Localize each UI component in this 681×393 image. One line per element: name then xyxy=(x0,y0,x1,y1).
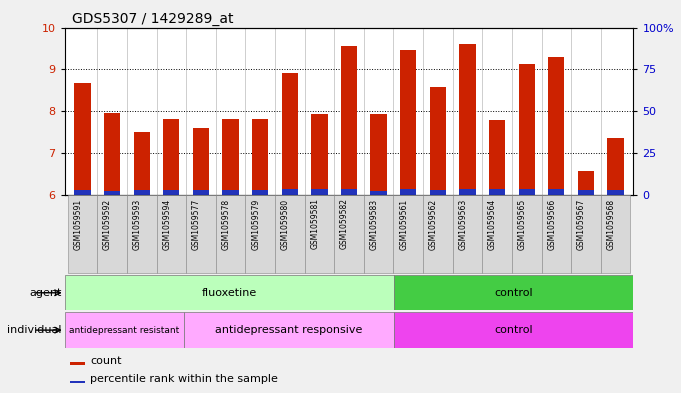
Text: GSM1059564: GSM1059564 xyxy=(488,198,497,250)
Bar xyxy=(394,275,633,310)
Text: antidepressant resistant: antidepressant resistant xyxy=(69,326,180,334)
Bar xyxy=(65,275,394,310)
Text: percentile rank within the sample: percentile rank within the sample xyxy=(91,374,278,384)
Bar xyxy=(370,191,387,195)
Bar xyxy=(133,132,150,195)
Bar xyxy=(311,189,328,195)
Text: GSM1059565: GSM1059565 xyxy=(518,198,526,250)
Bar xyxy=(394,195,423,273)
Bar xyxy=(275,195,304,273)
Bar xyxy=(223,190,239,195)
Text: GSM1059577: GSM1059577 xyxy=(192,198,201,250)
Text: count: count xyxy=(91,356,122,366)
Bar xyxy=(364,195,394,273)
Text: GSM1059582: GSM1059582 xyxy=(340,198,349,250)
Bar xyxy=(74,83,91,195)
Text: GSM1059581: GSM1059581 xyxy=(311,198,319,250)
Bar xyxy=(577,171,594,195)
Bar xyxy=(423,195,453,273)
Bar xyxy=(548,189,565,195)
Bar xyxy=(252,119,268,195)
Text: antidepressant responsive: antidepressant responsive xyxy=(215,325,363,335)
Bar xyxy=(252,190,268,195)
Bar xyxy=(607,138,624,195)
Text: GSM1059593: GSM1059593 xyxy=(133,198,142,250)
Bar xyxy=(127,195,157,273)
Bar xyxy=(304,195,334,273)
Bar xyxy=(74,189,91,195)
Text: GSM1059568: GSM1059568 xyxy=(607,198,616,250)
Text: GSM1059562: GSM1059562 xyxy=(429,198,438,250)
Bar xyxy=(430,189,446,195)
Text: GSM1059578: GSM1059578 xyxy=(221,198,231,250)
Bar xyxy=(489,120,505,195)
Bar xyxy=(341,189,357,195)
Bar xyxy=(223,119,239,195)
Bar xyxy=(518,64,535,195)
Bar xyxy=(163,189,180,195)
Text: GSM1059561: GSM1059561 xyxy=(399,198,408,250)
Bar xyxy=(453,195,482,273)
Text: GSM1059563: GSM1059563 xyxy=(458,198,467,250)
Bar xyxy=(489,189,505,195)
Bar xyxy=(459,44,475,195)
Text: GSM1059583: GSM1059583 xyxy=(370,198,379,250)
Text: GSM1059591: GSM1059591 xyxy=(74,198,82,250)
Bar xyxy=(548,57,565,195)
Bar xyxy=(518,189,535,195)
Bar xyxy=(133,190,150,195)
Text: GSM1059566: GSM1059566 xyxy=(548,198,556,250)
Bar xyxy=(282,73,298,195)
Bar xyxy=(512,195,541,273)
Bar xyxy=(601,195,631,273)
Bar xyxy=(459,189,475,195)
Bar xyxy=(482,195,512,273)
Text: control: control xyxy=(494,325,533,335)
Text: GDS5307 / 1429289_at: GDS5307 / 1429289_at xyxy=(72,11,233,26)
Bar xyxy=(311,114,328,195)
Bar xyxy=(104,113,121,195)
Text: GSM1059579: GSM1059579 xyxy=(251,198,260,250)
Bar xyxy=(186,195,216,273)
Text: agent: agent xyxy=(29,288,61,298)
Bar xyxy=(185,312,394,348)
Bar xyxy=(577,190,594,195)
Bar xyxy=(400,50,416,195)
Bar xyxy=(163,119,180,195)
Text: fluoxetine: fluoxetine xyxy=(202,288,257,298)
Bar xyxy=(97,195,127,273)
Bar xyxy=(104,191,121,195)
Text: GSM1059580: GSM1059580 xyxy=(281,198,290,250)
Bar xyxy=(65,312,185,348)
Bar xyxy=(67,195,97,273)
Bar xyxy=(193,190,209,195)
Text: GSM1059567: GSM1059567 xyxy=(577,198,586,250)
Bar xyxy=(334,195,364,273)
Bar xyxy=(571,195,601,273)
Bar xyxy=(70,381,85,383)
Bar xyxy=(541,195,571,273)
Bar xyxy=(607,190,624,195)
Bar xyxy=(370,114,387,195)
Bar xyxy=(394,312,633,348)
Text: individual: individual xyxy=(7,325,61,335)
Bar xyxy=(157,195,186,273)
Bar xyxy=(70,362,85,365)
Text: control: control xyxy=(494,288,533,298)
Text: GSM1059592: GSM1059592 xyxy=(103,198,112,250)
Bar xyxy=(282,189,298,195)
Bar xyxy=(245,195,275,273)
Bar xyxy=(430,87,446,195)
Bar xyxy=(193,128,209,195)
Bar xyxy=(341,46,357,195)
Bar xyxy=(400,189,416,195)
Bar xyxy=(216,195,245,273)
Text: GSM1059594: GSM1059594 xyxy=(162,198,172,250)
